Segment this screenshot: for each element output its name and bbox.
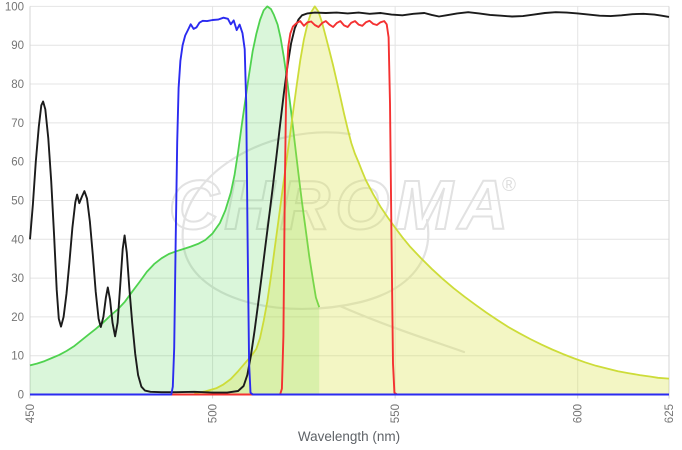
x-tick-label: 600 — [573, 404, 585, 423]
watermark-swoosh-tail-icon — [338, 304, 466, 354]
y-axis-tick-labels: 0 10 20 30 40 50 60 70 80 90 100 — [5, 1, 24, 401]
fluorophore-emission-area-fill — [194, 6, 670, 395]
fluorophore-emission-area — [194, 5, 670, 395]
fluorophore-excitation-area — [29, 5, 321, 367]
y-tick-label: 20 — [11, 312, 24, 324]
y-tick-label: 50 — [11, 195, 24, 207]
y-tick-label: 80 — [11, 79, 24, 91]
x-axis-title: Wavelength (nm) — [298, 429, 400, 444]
x-tick-label: 625 — [664, 404, 676, 423]
y-tick-label: 40 — [11, 234, 24, 246]
y-tick-label: 70 — [11, 118, 24, 130]
watermark-group: CHROMA ® — [168, 131, 516, 354]
x-tick-label: 500 — [208, 404, 220, 423]
watermark-text: CHROMA — [169, 166, 514, 244]
y-tick-label: 30 — [11, 273, 24, 285]
x-tick-label: 550 — [390, 404, 402, 423]
y-tick-label: 90 — [11, 40, 24, 52]
emission-filter-bandpass-curve — [30, 19, 669, 396]
watermark-registered-icon: ® — [502, 175, 516, 196]
y-tick-label: 0 — [18, 390, 24, 402]
y-tick-label: 100 — [5, 1, 24, 13]
gridlines-group — [29, 5, 670, 399]
series-group — [29, 5, 670, 396]
x-tick-label: 450 — [25, 404, 37, 423]
y-tick-label: 10 — [11, 351, 24, 363]
watermark-swoosh-icon — [181, 131, 430, 311]
y-tick-label: 60 — [11, 157, 24, 169]
dichroic-longpass-curve — [29, 11, 670, 394]
x-axis-tick-labels: 450 500 550 600 625 — [25, 404, 676, 423]
excitation-filter-bandpass-curve — [30, 16, 669, 396]
